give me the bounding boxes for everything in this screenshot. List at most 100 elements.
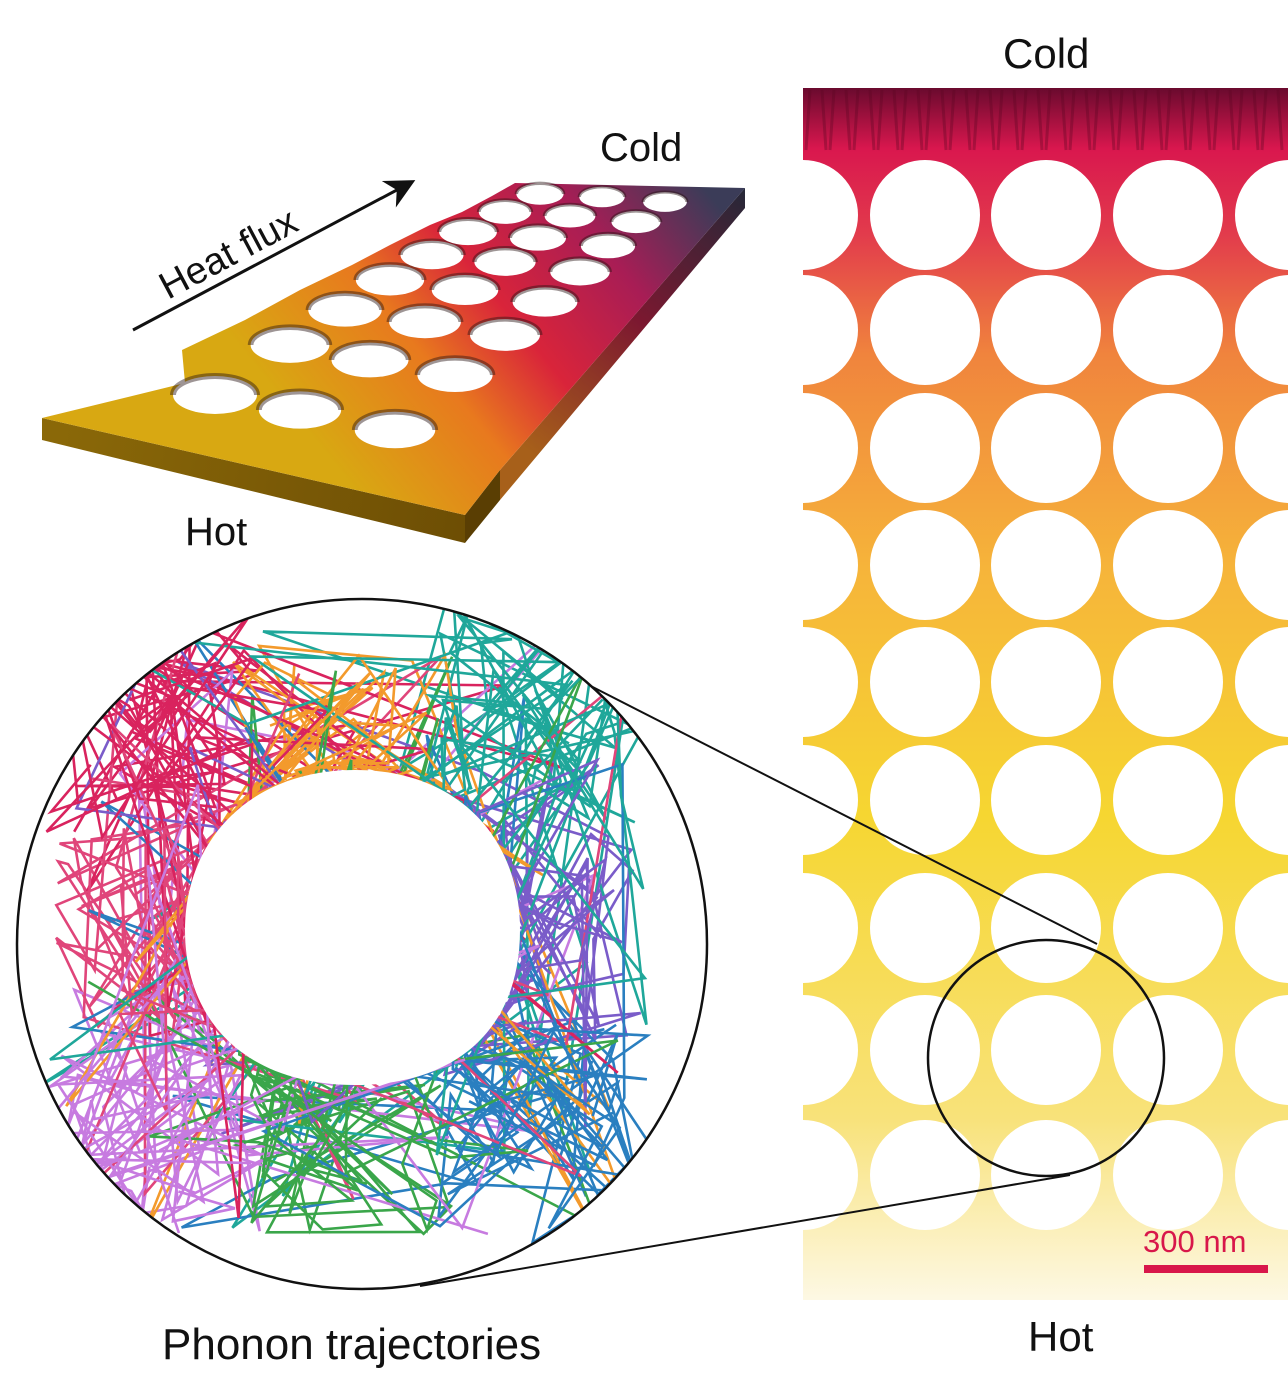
slab-pore bbox=[550, 258, 610, 286]
cold-streak bbox=[1164, 89, 1172, 151]
cold-streak bbox=[1092, 89, 1100, 151]
slab-pore bbox=[400, 240, 464, 270]
cold-streak bbox=[1180, 89, 1188, 151]
slab-pore bbox=[512, 287, 578, 317]
phonon-trajectory bbox=[249, 665, 619, 1234]
slab-pore bbox=[431, 274, 499, 306]
central-pore bbox=[185, 770, 520, 1085]
pore bbox=[1113, 627, 1223, 737]
cold-streak bbox=[1212, 89, 1220, 151]
pore bbox=[1235, 393, 1288, 503]
pore bbox=[803, 1120, 858, 1230]
slab-pore-wall bbox=[170, 373, 260, 396]
slab-pore-wall bbox=[255, 388, 345, 411]
cold-streak bbox=[1260, 89, 1268, 151]
phonon-trajectory bbox=[223, 757, 615, 972]
cold-streak bbox=[1156, 89, 1164, 151]
phonon-trajectory bbox=[34, 864, 243, 1236]
slab-pore bbox=[258, 391, 342, 429]
pore bbox=[1235, 1120, 1288, 1230]
slab-pore bbox=[544, 204, 596, 228]
pore bbox=[1113, 1120, 1223, 1230]
cold-streak bbox=[1036, 89, 1044, 151]
cold-streak bbox=[868, 89, 876, 151]
pore bbox=[1235, 995, 1288, 1105]
pore bbox=[803, 627, 858, 737]
pore bbox=[1113, 393, 1223, 503]
slab-pore bbox=[417, 357, 493, 393]
pore bbox=[1235, 510, 1288, 620]
cold-streak bbox=[900, 89, 908, 151]
hot-label-map: Hot bbox=[1028, 1313, 1094, 1360]
slab-pore bbox=[173, 376, 257, 414]
pore bbox=[991, 745, 1101, 855]
cold-streak bbox=[804, 89, 812, 151]
zoom-line-top bbox=[574, 677, 1098, 945]
slab-pore bbox=[308, 293, 382, 327]
cold-streak bbox=[996, 89, 1004, 151]
heat-flux-arrow bbox=[132, 180, 416, 332]
cold-label-map: Cold bbox=[1003, 30, 1090, 77]
phonon-trajectories-caption: Phonon trajectories bbox=[162, 1320, 542, 1369]
slab-pore-wall bbox=[609, 209, 663, 223]
cold-streak bbox=[820, 89, 828, 151]
slab-corner-face bbox=[465, 470, 500, 543]
phonon-trajectories bbox=[33, 602, 657, 1246]
pore bbox=[1235, 873, 1288, 983]
phonon-trajectory bbox=[49, 607, 648, 1081]
pore bbox=[1113, 995, 1223, 1105]
cold-label-slab: Cold bbox=[600, 126, 683, 170]
pore bbox=[1113, 510, 1223, 620]
pore bbox=[991, 873, 1101, 983]
pore bbox=[991, 995, 1101, 1105]
pore bbox=[1235, 275, 1288, 385]
slab-pore-wall bbox=[472, 245, 538, 263]
slab-pore bbox=[510, 225, 566, 251]
pore bbox=[870, 275, 980, 385]
pore bbox=[1113, 275, 1223, 385]
pore-array bbox=[803, 89, 1288, 1230]
pore bbox=[870, 393, 980, 503]
slab-pore-wall bbox=[467, 316, 543, 336]
pore bbox=[991, 393, 1101, 503]
cold-streak bbox=[1188, 89, 1196, 151]
slab-pore bbox=[470, 319, 540, 351]
cold-streak bbox=[1140, 89, 1148, 151]
slab-front-face bbox=[42, 418, 465, 543]
slab-pore bbox=[439, 218, 497, 246]
cold-streak bbox=[948, 89, 956, 151]
pore bbox=[870, 873, 980, 983]
slab-pore-wall bbox=[510, 285, 580, 303]
pore bbox=[803, 275, 858, 385]
pore bbox=[803, 873, 858, 983]
slab-pore-wall bbox=[429, 272, 501, 291]
pore bbox=[1113, 745, 1223, 855]
cold-streak bbox=[1084, 89, 1092, 151]
porous-slab-3d bbox=[42, 181, 745, 543]
pore bbox=[991, 275, 1101, 385]
pore bbox=[1235, 745, 1288, 855]
pore bbox=[803, 995, 858, 1105]
pore bbox=[803, 510, 858, 620]
slab-pore-wall bbox=[508, 223, 568, 239]
scale-bar-label: 300 nm bbox=[1143, 1224, 1247, 1259]
zoom-line-bottom bbox=[419, 1174, 1071, 1287]
slab-pore-wall bbox=[398, 238, 466, 256]
cold-streak bbox=[916, 89, 924, 151]
pore bbox=[991, 160, 1101, 270]
slab-pore-wall bbox=[414, 355, 496, 376]
slab-pore-wall bbox=[386, 303, 464, 323]
slab-pore bbox=[355, 264, 425, 296]
cold-streak bbox=[1236, 89, 1244, 151]
cold-streak bbox=[844, 89, 852, 151]
pore bbox=[991, 627, 1101, 737]
phonon-trajectory bbox=[134, 671, 591, 1116]
cold-streak bbox=[1228, 89, 1236, 151]
phonon-trajectory bbox=[33, 784, 540, 1213]
pore bbox=[1235, 627, 1288, 737]
pore bbox=[803, 745, 858, 855]
cold-streak bbox=[1116, 89, 1124, 151]
pore bbox=[1235, 160, 1288, 270]
slab-pore bbox=[478, 200, 532, 224]
